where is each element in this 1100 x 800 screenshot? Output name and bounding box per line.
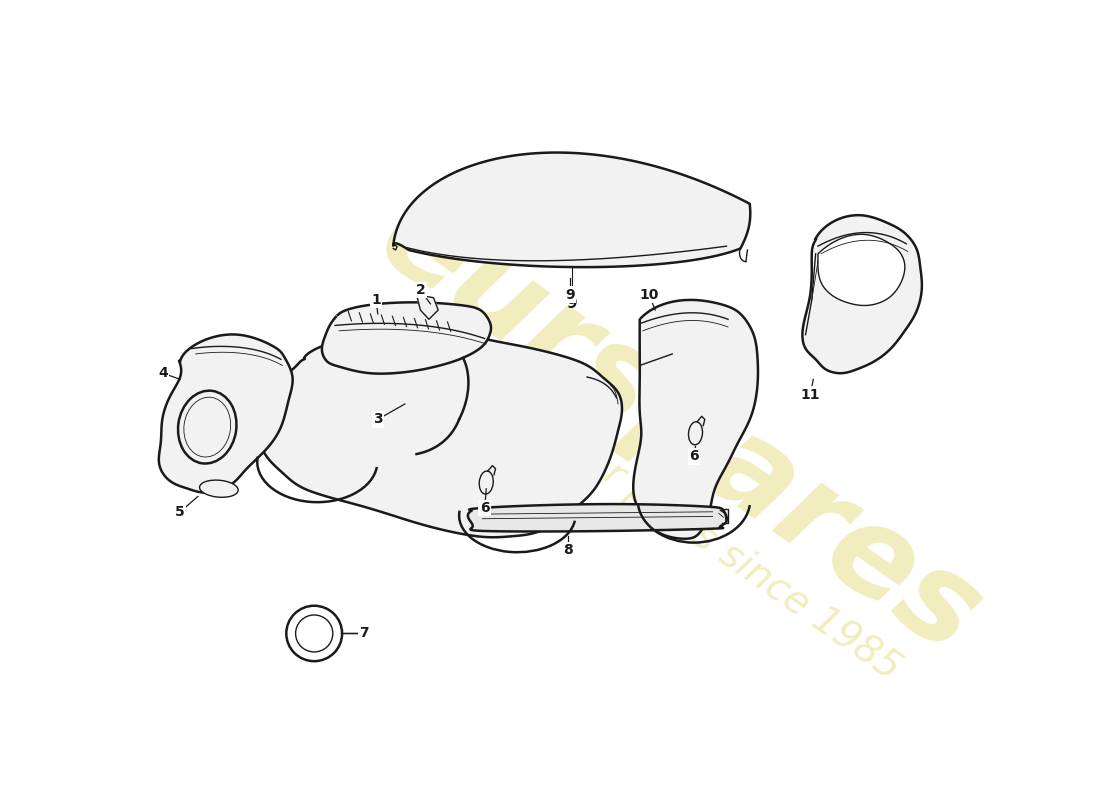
- Ellipse shape: [178, 390, 236, 463]
- Polygon shape: [802, 215, 922, 374]
- Text: 6: 6: [480, 501, 490, 515]
- Polygon shape: [417, 294, 438, 319]
- Text: 2: 2: [416, 283, 426, 297]
- Text: 7: 7: [359, 626, 369, 641]
- Polygon shape: [818, 234, 905, 306]
- Text: a passion for parts since 1985: a passion for parts since 1985: [406, 320, 909, 688]
- Text: 10: 10: [639, 288, 659, 302]
- Polygon shape: [394, 153, 750, 267]
- Text: eurspares: eurspares: [356, 175, 1003, 678]
- Text: 11: 11: [801, 388, 820, 402]
- Polygon shape: [158, 334, 293, 493]
- Text: 8: 8: [563, 543, 572, 558]
- Text: 9: 9: [566, 296, 576, 311]
- Text: 5: 5: [175, 505, 185, 519]
- Polygon shape: [260, 330, 622, 538]
- Text: 9: 9: [565, 288, 575, 302]
- Text: 3: 3: [373, 413, 383, 426]
- Polygon shape: [322, 302, 491, 374]
- Text: 6: 6: [689, 450, 698, 463]
- Text: 4: 4: [158, 366, 168, 380]
- Polygon shape: [468, 504, 727, 531]
- Polygon shape: [634, 300, 758, 538]
- Text: 1: 1: [372, 293, 381, 307]
- Ellipse shape: [199, 480, 239, 498]
